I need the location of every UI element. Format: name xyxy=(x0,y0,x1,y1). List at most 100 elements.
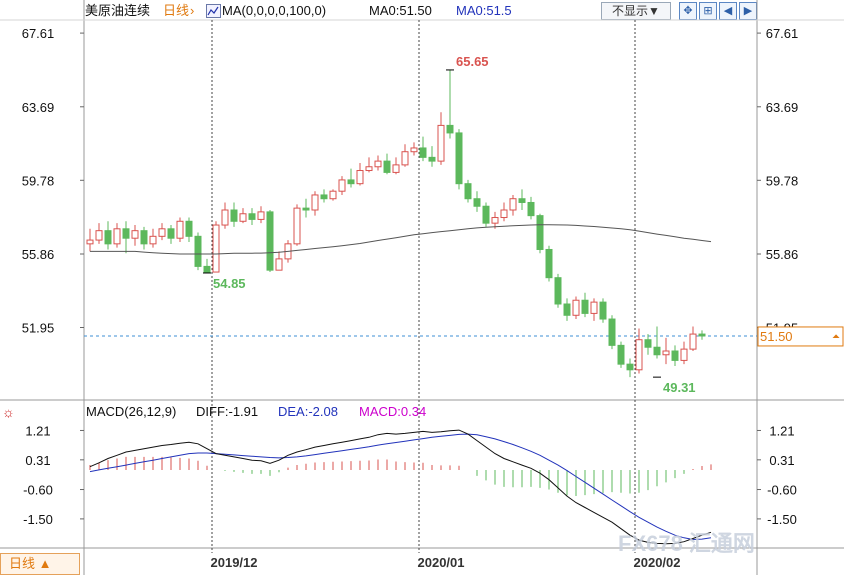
candle-body xyxy=(140,230,148,245)
candle-body xyxy=(248,213,256,220)
candle-body xyxy=(653,346,661,356)
candle-body xyxy=(563,303,571,316)
candle-body xyxy=(122,228,130,239)
candle-body xyxy=(680,348,688,361)
candle-body xyxy=(518,198,526,203)
dea-line xyxy=(89,433,712,541)
candle-body xyxy=(401,151,409,166)
candle-body xyxy=(671,350,679,361)
candle-body xyxy=(536,215,544,250)
candle-body xyxy=(689,333,697,350)
candle-body xyxy=(239,213,247,222)
macd-tick-label-left: -1.50 xyxy=(23,512,53,527)
macd-title: MACD(26,12,9) xyxy=(86,404,177,419)
candle-body xyxy=(230,209,238,222)
current-price-label: 51.50 xyxy=(760,329,793,344)
candle-body xyxy=(86,239,94,245)
price-tick-label-right: 67.61 xyxy=(766,26,799,41)
price-tick-label-right: 55.86 xyxy=(766,247,799,262)
candle-body xyxy=(473,198,481,207)
candle-body xyxy=(626,363,634,371)
candle-body xyxy=(392,164,400,173)
macd-tick-label-left: 1.21 xyxy=(25,423,50,438)
price-tick-label-left: 51.95 xyxy=(22,321,55,336)
candle-body xyxy=(428,156,436,162)
date-label: 2020/01 xyxy=(418,555,465,570)
price-tick-label-right: 59.78 xyxy=(766,173,799,188)
price-tick-label-right: 63.69 xyxy=(766,100,799,115)
price-tick-label-left: 55.86 xyxy=(22,247,55,262)
macd-tick-label-right: 1.21 xyxy=(769,423,794,438)
period-selector-label[interactable]: 日线 ▲ xyxy=(9,556,52,571)
ma-indicator-label: MA(0,0,0,0,100,0) xyxy=(222,3,327,18)
candle-body xyxy=(419,147,427,158)
ma0-value: MA0:51.50 xyxy=(369,3,432,18)
alert-bell-icon: ⏶ xyxy=(832,332,840,343)
macd-tick-label-left: -0.60 xyxy=(23,483,53,498)
candle-body xyxy=(356,170,364,185)
macd-diff-value: DIFF:-1.91 xyxy=(196,404,259,419)
candle-body xyxy=(158,228,166,237)
hide-dropdown-button[interactable]: 不显示▼ xyxy=(601,2,671,20)
candle-body xyxy=(293,207,301,245)
candle-body xyxy=(203,265,211,273)
candle-body xyxy=(644,339,652,348)
candle-body xyxy=(347,179,355,185)
period-selector[interactable]: 日线 ▲ xyxy=(0,553,80,575)
candle-body xyxy=(113,228,121,245)
candle-body xyxy=(500,209,508,219)
candle-body xyxy=(581,299,589,314)
candle-body xyxy=(104,230,112,245)
indicator-settings-icon[interactable] xyxy=(206,4,221,18)
price-tick-label-left: 67.61 xyxy=(22,26,55,41)
candle-body xyxy=(221,209,229,226)
candle-body xyxy=(617,344,625,365)
candle-body xyxy=(185,220,193,237)
date-label: 2019/12 xyxy=(211,555,258,570)
candle-body xyxy=(131,230,139,239)
period-label[interactable]: 日线 xyxy=(163,3,190,18)
candle-body xyxy=(257,211,265,220)
candle-body xyxy=(383,160,391,173)
candle-body xyxy=(266,211,274,271)
candle-body xyxy=(509,198,517,211)
macd-value: MACD:0.34 xyxy=(359,404,427,419)
candle-body xyxy=(455,132,463,185)
candle-body xyxy=(635,339,643,371)
candle-body xyxy=(554,277,562,305)
candle-body xyxy=(365,166,373,172)
candle-body xyxy=(320,194,328,200)
period-arrow[interactable]: › xyxy=(190,3,195,18)
candle-body xyxy=(167,228,175,239)
candle-body xyxy=(338,179,346,192)
macd-tick-label-left: 0.31 xyxy=(25,453,50,468)
price-tick-label-left: 59.78 xyxy=(22,173,55,188)
candle-body xyxy=(662,350,670,356)
candle-body xyxy=(410,147,418,153)
candle-body xyxy=(527,201,535,217)
watermark: FX678 汇通网 xyxy=(618,531,755,556)
candle-body xyxy=(698,333,706,337)
candle-body xyxy=(545,248,553,279)
date-label: 2020/02 xyxy=(634,555,681,570)
low-label: 49.31 xyxy=(663,380,696,395)
candle-body xyxy=(374,160,382,168)
low-label: 54.85 xyxy=(213,276,246,291)
symbol-title: 美原油连续 xyxy=(85,3,151,18)
candle-body xyxy=(572,299,580,316)
candle-body xyxy=(149,235,157,245)
ma0-value-short: MA0:51.5 xyxy=(456,3,512,18)
indicator-settings-sun-icon[interactable]: ☼ xyxy=(2,404,15,420)
candle-body xyxy=(599,301,607,320)
candle-body xyxy=(275,258,283,271)
macd-tick-label-right: 0.31 xyxy=(769,453,794,468)
candle-body xyxy=(482,205,490,224)
candle-body xyxy=(311,194,319,211)
candle-body xyxy=(446,124,454,134)
macd-dea-value: DEA:-2.08 xyxy=(278,404,338,419)
candle-body xyxy=(95,230,103,241)
high-label: 65.65 xyxy=(456,54,489,69)
diff-line xyxy=(89,429,712,545)
candle-body xyxy=(302,207,310,211)
